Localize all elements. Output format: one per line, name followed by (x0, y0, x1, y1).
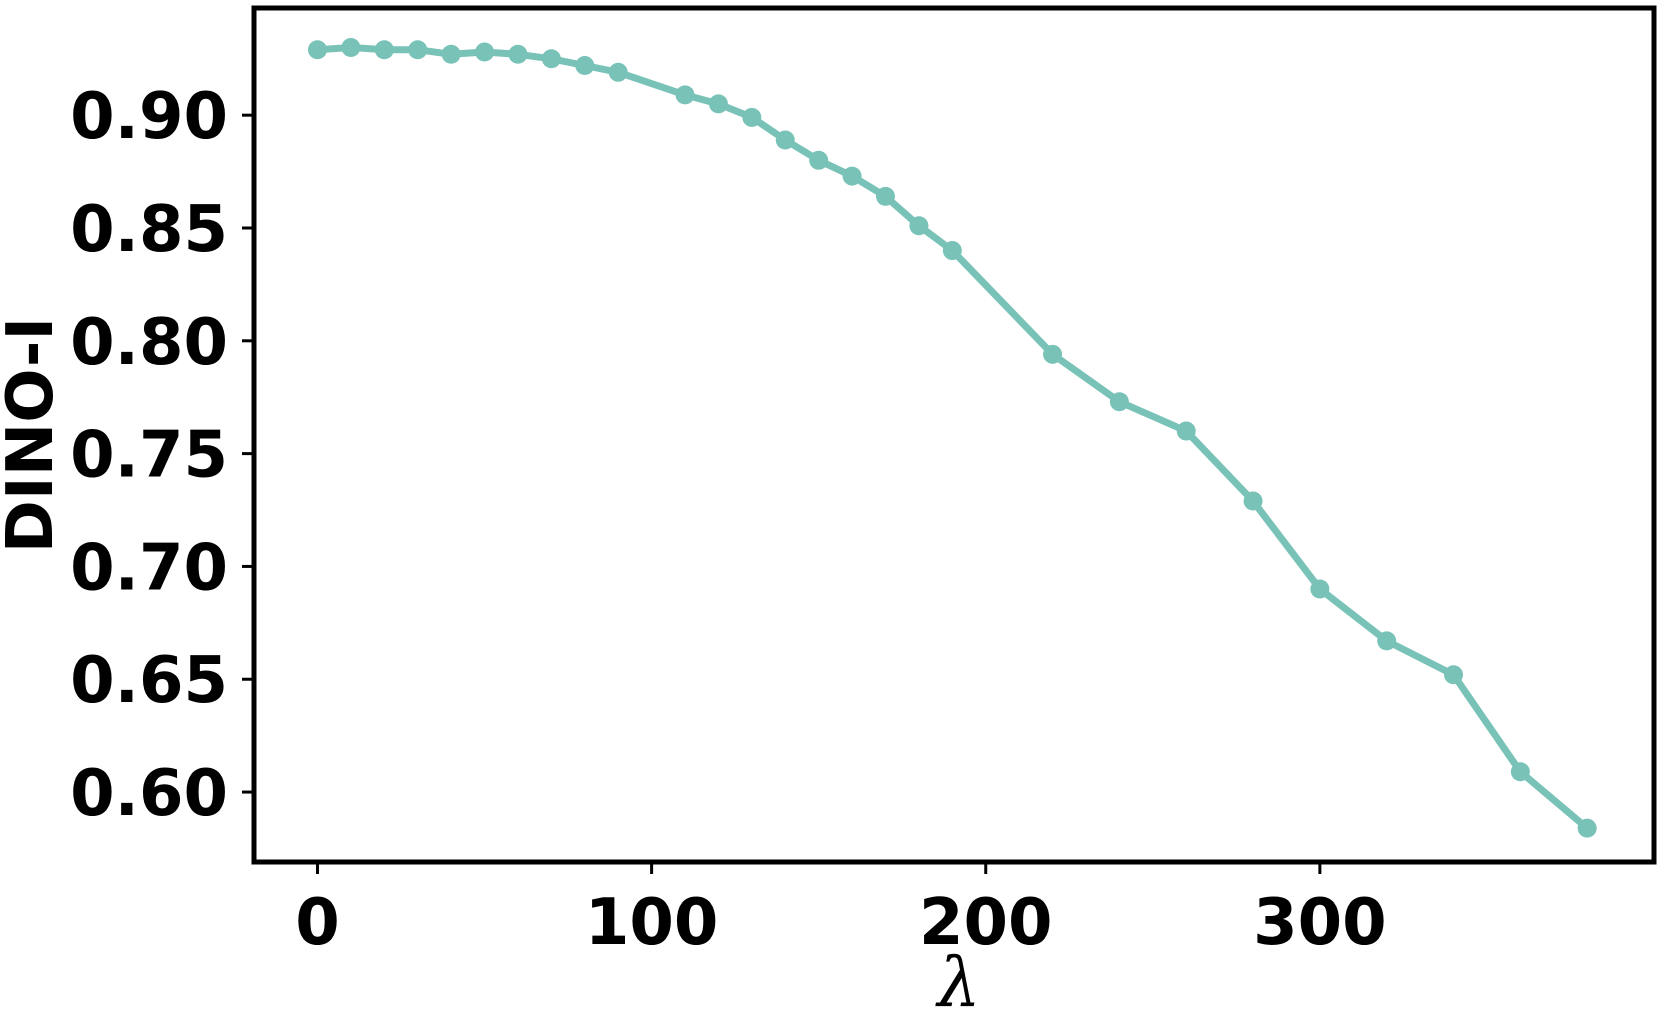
x-axis-ticks: 0 100 200 300 (295, 862, 1387, 960)
x-tick-label: 300 (1253, 886, 1387, 960)
x-tick-label: 100 (585, 886, 719, 960)
y-axis-ticks: 0.60 0.65 0.70 0.75 0.80 0.85 0.90 (70, 80, 254, 831)
y-tick-label: 0.85 (70, 193, 228, 267)
data-point (475, 42, 495, 62)
data-point (508, 44, 528, 64)
data-point (541, 49, 561, 69)
y-tick-label: 0.90 (70, 80, 228, 154)
data-point (408, 40, 428, 60)
data-point (575, 56, 595, 76)
data-point (1577, 818, 1597, 838)
data-point (1444, 665, 1464, 685)
data-point (942, 241, 962, 261)
data-point (708, 94, 728, 114)
data-point (1043, 344, 1063, 364)
y-tick-label: 0.75 (70, 419, 228, 493)
data-point (809, 150, 829, 170)
data-point (1310, 579, 1330, 599)
data-point (374, 40, 394, 60)
y-axis-label: DINO-I (0, 317, 68, 553)
data-point (608, 62, 628, 82)
y-tick-label: 0.70 (70, 531, 228, 605)
data-point (1243, 491, 1263, 511)
x-tick-label: 200 (919, 886, 1053, 960)
plot-frame (251, 5, 1657, 865)
y-tick-label: 0.60 (70, 757, 228, 831)
y-tick-label: 0.65 (70, 644, 228, 718)
data-point (742, 107, 762, 127)
data-point (775, 130, 795, 150)
y-tick-label: 0.80 (70, 306, 228, 380)
data-point (1176, 421, 1196, 441)
data-point (1109, 392, 1129, 412)
data-point (842, 166, 862, 186)
data-point (876, 186, 896, 206)
data-point (909, 216, 929, 236)
series-layer (307, 37, 1597, 838)
data-point (1510, 762, 1530, 782)
series-line (314, 44, 1591, 832)
data-point (441, 44, 461, 64)
data-point (1377, 631, 1397, 651)
data-point (307, 40, 327, 60)
x-axis-label: λ (934, 944, 980, 1013)
data-point (675, 85, 695, 105)
x-tick-label: 0 (295, 886, 340, 960)
data-point (341, 37, 361, 57)
